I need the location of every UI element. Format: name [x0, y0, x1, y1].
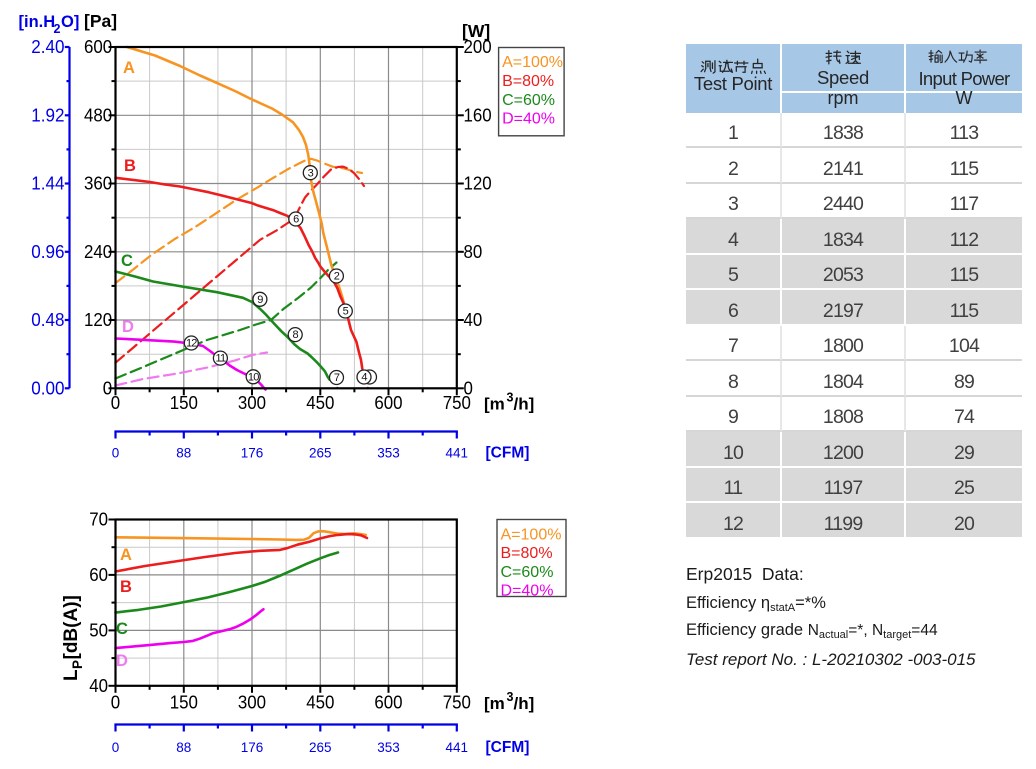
svg-text:5: 5 [343, 306, 349, 318]
svg-text:B=80%: B=80% [502, 73, 554, 90]
svg-text:360: 360 [84, 174, 112, 194]
svg-text:40: 40 [464, 310, 483, 330]
svg-text:176: 176 [241, 739, 264, 755]
svg-text:0: 0 [111, 393, 120, 413]
svg-text:[in.H: [in.H [19, 13, 56, 31]
svg-text:0.96: 0.96 [31, 242, 64, 262]
svg-text:150: 150 [170, 393, 198, 413]
svg-text:[Pa]: [Pa] [84, 11, 117, 31]
svg-text:C: C [121, 252, 133, 270]
svg-text:0.00: 0.00 [31, 379, 64, 399]
svg-text:265: 265 [309, 739, 332, 755]
svg-text:C: C [116, 620, 128, 638]
svg-text:450: 450 [306, 693, 334, 713]
svg-text:300: 300 [238, 393, 266, 413]
svg-text:2: 2 [54, 22, 61, 36]
svg-text:B=80%: B=80% [501, 545, 553, 562]
svg-text:353: 353 [377, 739, 400, 755]
svg-text:1.44: 1.44 [31, 174, 64, 194]
svg-text:1.92: 1.92 [31, 106, 64, 126]
svg-text:2.40: 2.40 [31, 37, 64, 57]
svg-text:O]: O] [61, 13, 79, 31]
svg-text:[m: [m [484, 694, 505, 713]
svg-text:600: 600 [84, 37, 112, 57]
svg-text:150: 150 [170, 693, 198, 713]
svg-text:A: A [120, 546, 132, 564]
svg-text:441: 441 [446, 445, 469, 461]
svg-text:200: 200 [464, 37, 492, 57]
svg-text:600: 600 [374, 693, 402, 713]
svg-text:/h]: /h] [514, 694, 535, 713]
svg-text:50: 50 [89, 621, 108, 641]
svg-text:176: 176 [241, 445, 264, 461]
svg-text:240: 240 [84, 242, 112, 262]
svg-text:0: 0 [112, 445, 120, 461]
svg-text:B: B [124, 157, 136, 175]
svg-text:265: 265 [309, 445, 332, 461]
svg-text:80: 80 [464, 242, 483, 262]
svg-text:D: D [116, 652, 128, 670]
svg-text:D=40%: D=40% [502, 111, 555, 128]
svg-text:4: 4 [361, 372, 367, 384]
svg-text:6: 6 [293, 214, 299, 226]
svg-text:600: 600 [374, 393, 402, 413]
svg-text:C=60%: C=60% [502, 92, 555, 109]
svg-text:750: 750 [443, 393, 471, 413]
svg-text:2: 2 [334, 271, 340, 283]
svg-text:7: 7 [334, 372, 340, 384]
svg-text:480: 480 [84, 106, 112, 126]
svg-text:40: 40 [89, 676, 108, 696]
svg-text:A=100%: A=100% [502, 54, 563, 71]
svg-text:450: 450 [306, 393, 334, 413]
svg-text:70: 70 [89, 510, 108, 530]
svg-text:120: 120 [464, 174, 492, 194]
svg-text:88: 88 [176, 445, 191, 461]
svg-text:10: 10 [248, 371, 259, 383]
svg-text:/h]: /h] [514, 394, 535, 413]
svg-text:0.48: 0.48 [31, 310, 64, 330]
svg-text:L: L [61, 669, 82, 681]
svg-text:[m: [m [484, 394, 505, 413]
svg-text:441: 441 [446, 739, 469, 755]
svg-text:D: D [122, 318, 134, 336]
svg-text:11: 11 [215, 353, 226, 365]
svg-text:3: 3 [507, 390, 514, 404]
svg-text:750: 750 [443, 693, 471, 713]
svg-text:P: P [70, 660, 85, 669]
svg-text:120: 120 [84, 310, 112, 330]
svg-text:3: 3 [308, 167, 314, 179]
svg-text:300: 300 [238, 693, 266, 713]
svg-text:A=100%: A=100% [501, 526, 562, 543]
svg-text:3: 3 [507, 690, 514, 704]
svg-text:12: 12 [186, 338, 197, 350]
svg-text:60: 60 [89, 565, 108, 585]
svg-text:[CFM]: [CFM] [486, 739, 530, 756]
svg-text:D=40%: D=40% [501, 583, 554, 600]
svg-text:0: 0 [464, 379, 473, 399]
svg-text:0: 0 [112, 739, 120, 755]
svg-text:0: 0 [103, 379, 112, 399]
svg-text:[W]: [W] [462, 21, 490, 41]
svg-text:9: 9 [257, 294, 263, 306]
svg-text:A: A [123, 59, 135, 77]
svg-text:8: 8 [293, 329, 299, 341]
svg-text:B: B [120, 578, 132, 596]
svg-text:[CFM]: [CFM] [486, 445, 530, 462]
svg-text:[dB(A)]: [dB(A)] [61, 595, 82, 659]
svg-text:160: 160 [464, 106, 492, 126]
svg-text:C=60%: C=60% [501, 564, 554, 581]
svg-text:0: 0 [111, 693, 120, 713]
svg-text:88: 88 [176, 739, 191, 755]
svg-text:353: 353 [377, 445, 400, 461]
